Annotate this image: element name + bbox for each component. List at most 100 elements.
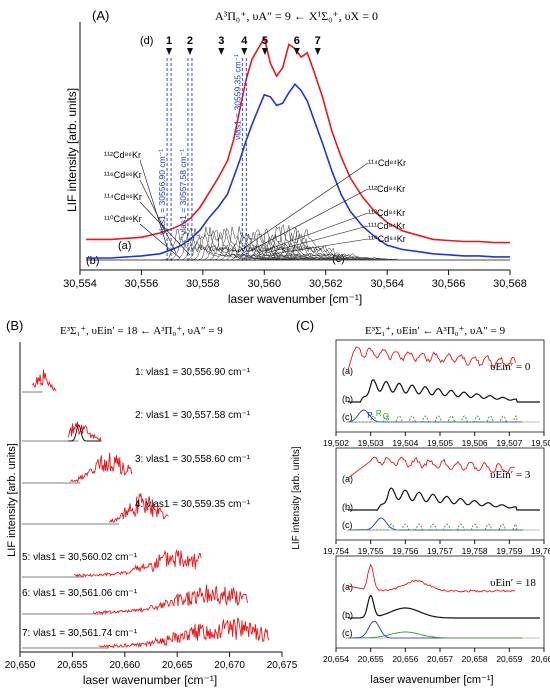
- isotopologue-leader: [139, 201, 191, 256]
- branch-label-p: P: [367, 411, 372, 420]
- subpanel-x-tick-label: 19,503: [358, 438, 384, 448]
- r-branch-curve: [347, 631, 523, 639]
- curve-label-b: (b): [86, 255, 99, 267]
- subpanel-simulation-curve: [347, 594, 540, 619]
- isotopologue-leader: [271, 238, 369, 255]
- isotopologue-leader: [257, 212, 369, 254]
- subpanel-curve-label: (a): [342, 474, 353, 484]
- excitation-label: νlas1 = 30556.90 cm⁻¹: [157, 149, 167, 235]
- panel-b: (B) E³Σ₁⁺, υEin′ = 18 ← A³Π₀⁺, υA″ = 9 2…: [5, 318, 298, 687]
- subpanel-x-tick-label: 20,655: [358, 654, 384, 664]
- panel-b-x-tick-label: 20,670: [214, 660, 245, 671]
- panel-a: (A) A³Π₀⁺, υA″ = 9 ← X¹Σ₀⁺, υX = 0 30,55…: [63, 8, 527, 306]
- subpanel-curve-label: (c): [342, 520, 353, 530]
- subpanel-x-tick-label: 19,755: [358, 546, 384, 556]
- subpanel-x-tick-label: 19,504: [392, 438, 418, 448]
- marker-number: 2: [187, 35, 193, 47]
- isotopologue-leader: [139, 223, 181, 259]
- panel-b-traces: 1: νlas1 = 30,556.90 cm⁻¹ 2: νlas1 = 30,5…: [22, 367, 270, 649]
- isotopologue-stick-spectrum: [287, 228, 398, 261]
- subpanel-x-tick-label: 19,756: [392, 546, 418, 556]
- panel-a-x-tick-label: 30,564: [370, 278, 404, 290]
- isotopologue-label: ¹¹³Cd⁸⁴Kr: [368, 208, 405, 218]
- marker-header: (d): [140, 35, 153, 47]
- trace-label: 4: νlas1 = 30,559.35 cm⁻¹: [135, 499, 251, 510]
- p-branch-curve: [347, 517, 524, 531]
- panel-c-subpanels: 19,502 19,503 19,504 19,505 19,506 19,507 19,5…: [323, 339, 550, 664]
- excitation-label: νlas1 = 30559.35 cm⁻¹: [232, 54, 242, 140]
- subpanel-simulation-curve: [348, 379, 540, 403]
- trace-5: [74, 548, 202, 578]
- isotopologue-label: ¹¹⁰Cd⁸⁴Kr: [368, 234, 406, 244]
- subpanel-curve-label: (b): [342, 502, 353, 512]
- subpanel-x-tick-label: 19,508: [531, 438, 550, 448]
- panel-c-y-label: LIF intensity [arb. units]: [291, 446, 302, 550]
- subpanel-experiment-curve: [347, 346, 517, 371]
- panel-c: (C) E³Σ₁⁺, υEin′ ← A³Π₀⁺, υA″ = 9 laser …: [291, 318, 550, 686]
- panel-a-x-tick-label: 30,554: [63, 278, 97, 290]
- trace-4: [109, 493, 169, 523]
- subpanel-curve-label: (c): [342, 412, 353, 422]
- marker-number: 3: [218, 35, 224, 47]
- panel-a-x-tick-label: 30,556: [125, 278, 159, 290]
- marker-arrow: [261, 48, 268, 55]
- isotopologue-stick-spectrum: [253, 233, 365, 261]
- isotopologue-labels: ¹¹²Cd⁸⁶Kr ¹¹⁶Cd⁸⁶Kr ¹¹⁴Cd⁸⁶Kr ¹¹⁰Cd⁸⁶Kr ¹¹⁴C…: [104, 150, 406, 259]
- isotopologue-stick-spectrum: [159, 229, 271, 261]
- subpanel-experiment-curve: [347, 456, 515, 479]
- isotopologue-stick-spectrum: [264, 223, 376, 261]
- marker-number: 4: [241, 35, 248, 47]
- subpanel-experiment-curve: [347, 563, 516, 593]
- panel-c-label: (C): [296, 318, 314, 333]
- subpanel-curve-label: (b): [342, 610, 353, 620]
- subpanel-x-tick-label: 19,507: [496, 438, 522, 448]
- isotopologue-stick-spectrum: [276, 227, 387, 261]
- trace-label: 5: νlas1 = 30,560.02 cm⁻¹: [22, 552, 138, 563]
- transition-markers: 1 2 3 4 5 6 7: [166, 35, 321, 55]
- panel-a-x-tick-label: 30,558: [186, 278, 220, 290]
- panel-b-x-tick-label: 20,660: [110, 660, 141, 671]
- trace-1: [32, 369, 57, 392]
- subpanel-x-tick-label: 19,759: [496, 546, 522, 556]
- spectrum-curve-b: [86, 82, 510, 259]
- trace-7: [98, 616, 270, 649]
- marker-arrow: [186, 48, 193, 55]
- marker-number: 1: [166, 35, 172, 47]
- subpanel-curve-label: (a): [342, 582, 353, 592]
- subpanel-x-tick-label: 19,502: [323, 438, 349, 448]
- subpanel-x-tick-label: 20,660: [531, 654, 550, 664]
- marker-number: 6: [294, 35, 300, 47]
- r-branch-curve: [348, 415, 523, 423]
- subpanel-label: υEin′ = 18: [490, 577, 536, 589]
- marker-arrow: [241, 48, 248, 55]
- marker-arrow: [166, 48, 173, 55]
- marker-arrow: [314, 48, 321, 55]
- branch-label-q: Q: [383, 412, 389, 421]
- panel-a-x-label: laser wavenumber [cm⁻¹]: [228, 292, 362, 306]
- isotopologue-label: ¹¹¹Cd⁸⁴Kr: [368, 221, 405, 231]
- subpanel-x-tick-label: 20,659: [496, 654, 522, 664]
- isotopologue-leader: [139, 179, 177, 254]
- panel-b-x-label: laser wavenumber [cm⁻¹]: [83, 673, 217, 687]
- subpanel-x-tick-label: 20,658: [462, 654, 488, 664]
- curve-label-a: (a): [118, 240, 131, 252]
- panel-b-x-tick-label: 20,675: [267, 660, 298, 671]
- marker-arrow: [293, 48, 300, 55]
- isotopologue-label: ¹¹⁶Cd⁸⁶Kr: [104, 170, 142, 180]
- subpanel-x-tick-label: 20,654: [323, 654, 349, 664]
- panel-b-y-label: LIF intensity [arb. units]: [6, 443, 18, 557]
- panel-a-x-tick-label: 30,560: [247, 278, 281, 290]
- spectrum-curve-a: [86, 35, 510, 244]
- isotopologue-stick-spectra: [86, 223, 510, 261]
- panel-b-x-tick-label: 20,665: [162, 660, 193, 671]
- subpanel-x-tick-label: 19,760: [531, 546, 550, 556]
- subpanel-x-tick-label: 19,505: [427, 438, 453, 448]
- panel-b-title: E³Σ₁⁺, υEin′ = 18 ← A³Π₀⁺, υA″ = 9: [60, 325, 223, 337]
- subpanel-x-tick-label: 20,657: [427, 654, 453, 664]
- subpanel-frame: [335, 447, 545, 541]
- subpanel-frame: [335, 555, 545, 649]
- panel-b-x-tick-label: 20,655: [57, 660, 88, 671]
- p-branch-curve: [347, 620, 523, 639]
- isotopologue-leader: [247, 188, 369, 253]
